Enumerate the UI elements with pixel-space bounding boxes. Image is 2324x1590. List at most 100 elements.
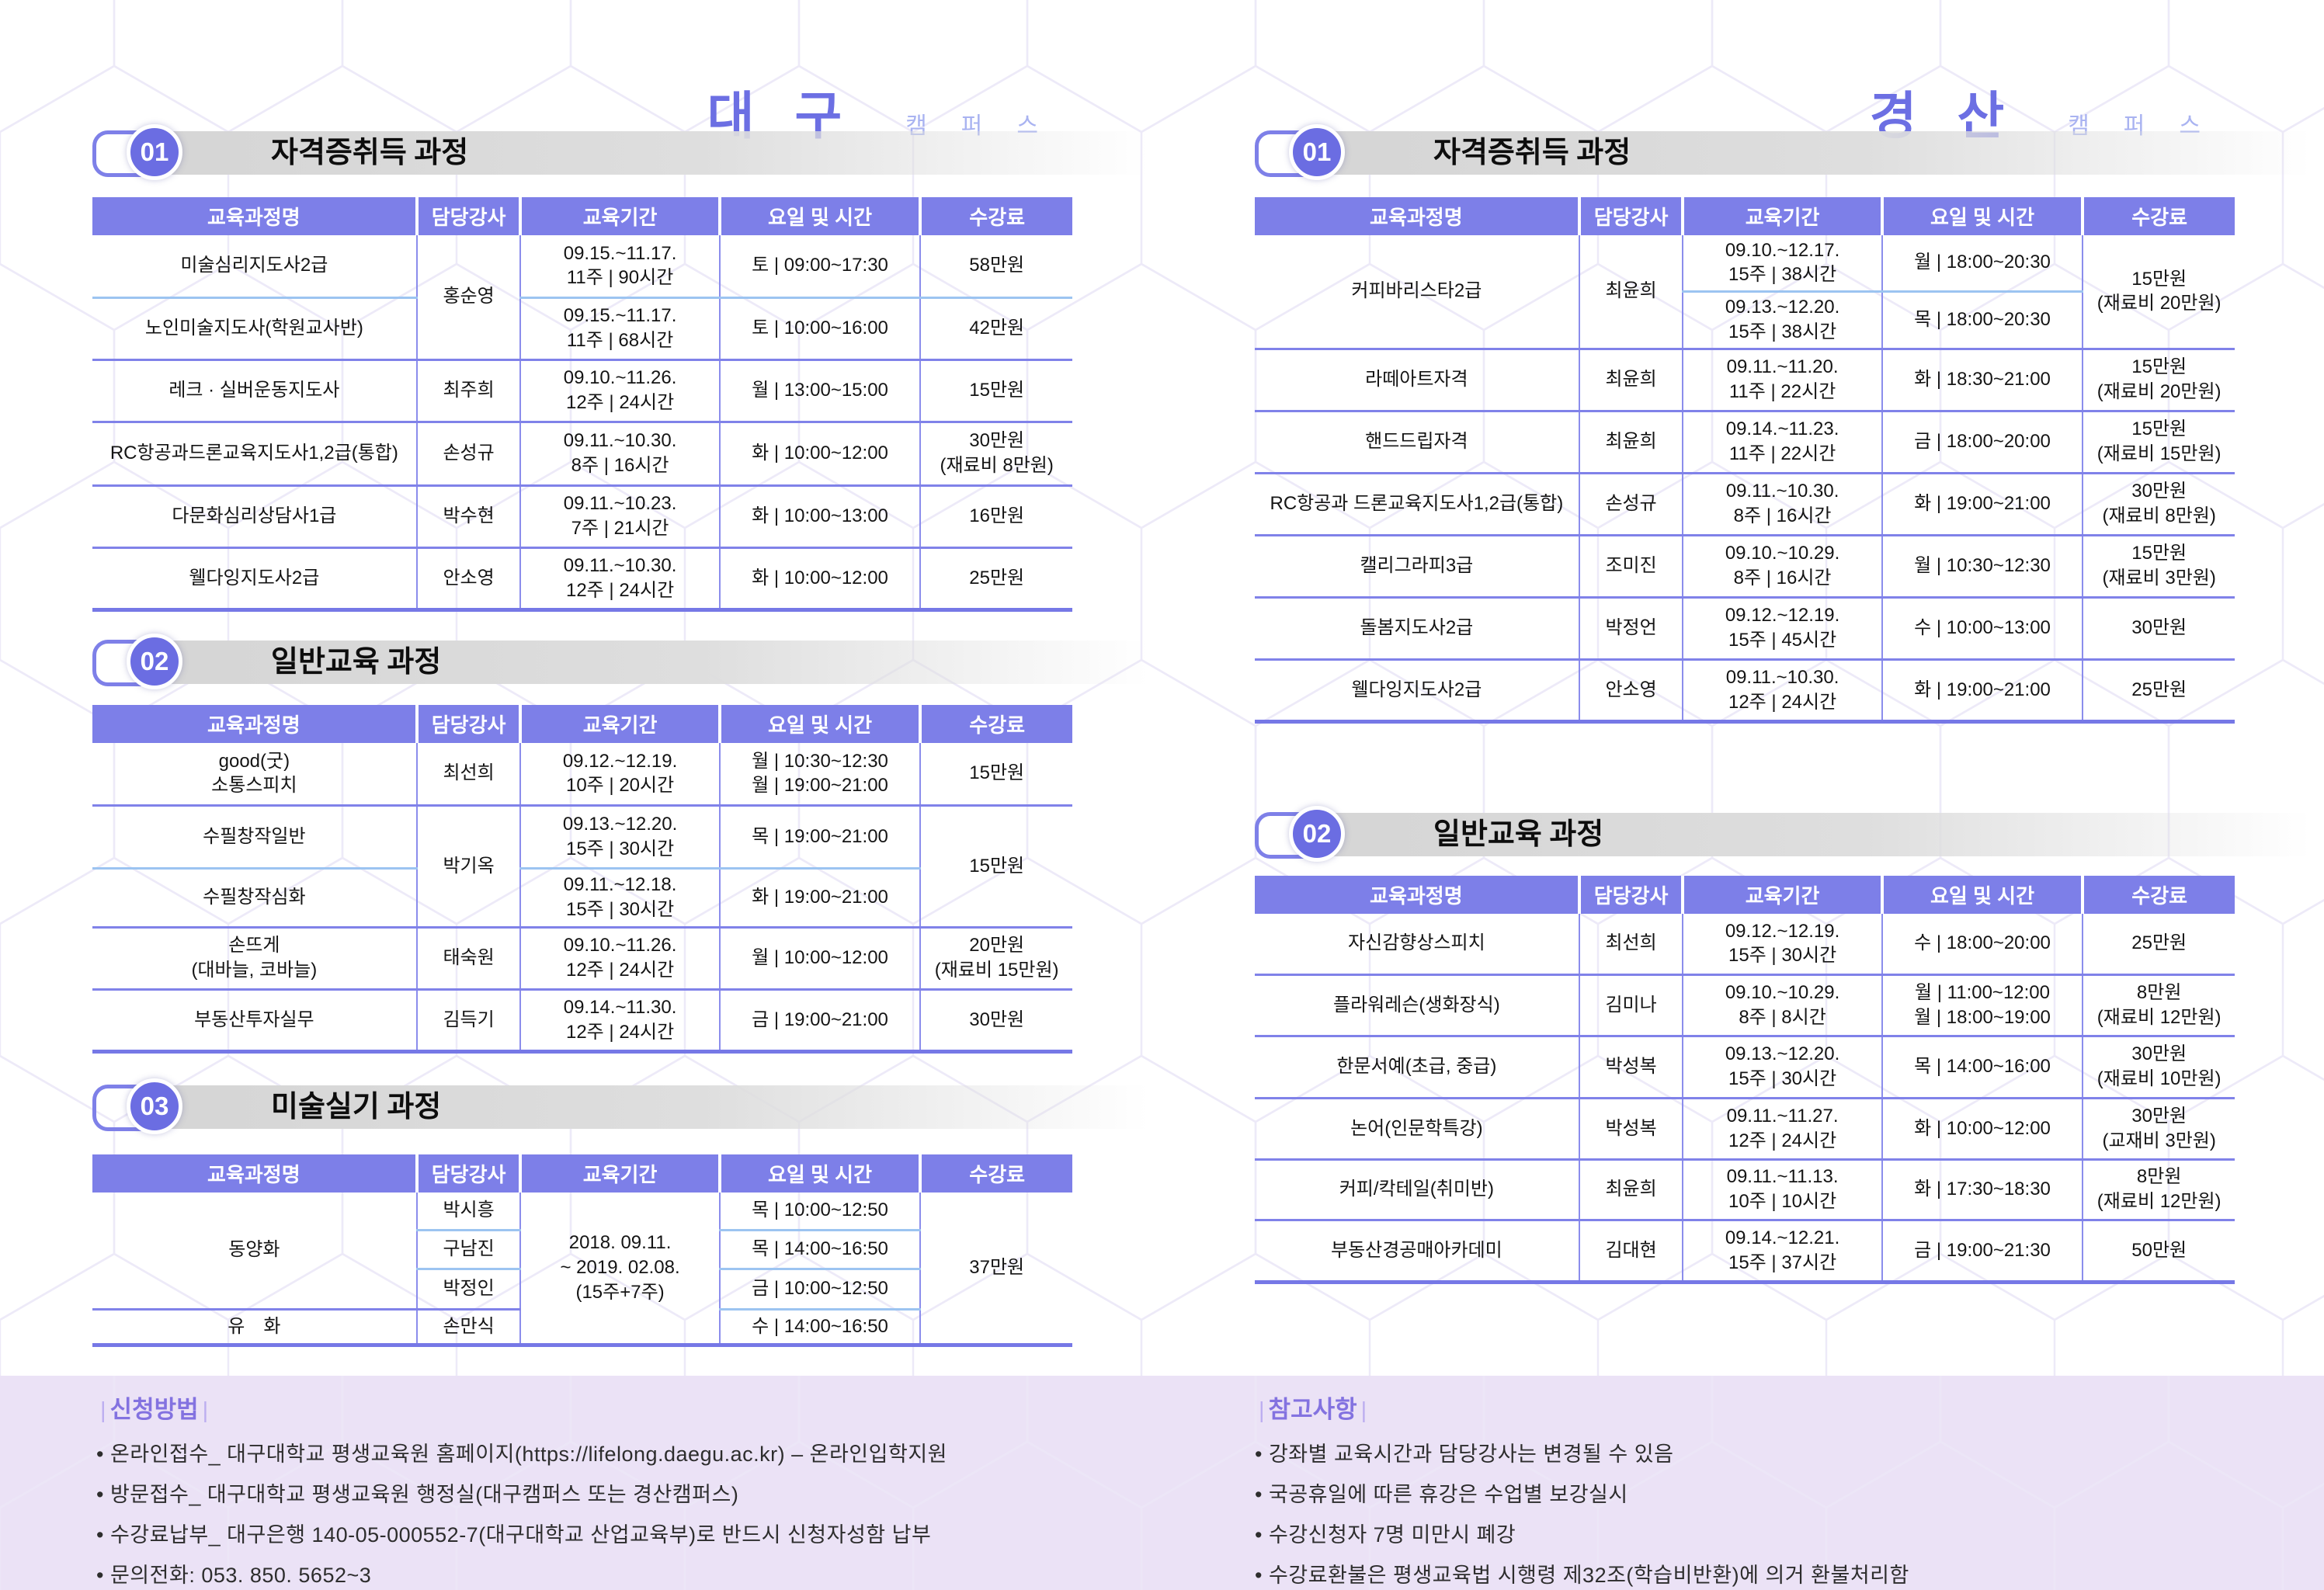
cell-schedule: 화 | 10:00~12:00 — [1881, 1096, 2083, 1159]
column-header-instructor: 담당강사 — [415, 197, 521, 235]
cell-period: 09.11.~11.20. 11주 | 22시간 — [1682, 347, 1882, 411]
cell-schedule: 토 | 09:00~17:30 — [718, 235, 921, 297]
cell-schedule: 금 | 10:00~12:50 — [718, 1267, 921, 1309]
column-header-schedule: 요일 및 시간 — [717, 705, 921, 743]
table-row: RC항공과 드론교육지도사1,2급(통합) 손성규 09.11.~10.30. 8주… — [1255, 471, 2235, 535]
section-number-badge: 01 — [127, 124, 182, 180]
table-row: 커피/칵테일(취미반) 최윤희 09.11.~11.13. 10주 | 10시간 화 … — [1255, 1158, 2235, 1220]
cell-course: RC항공과 드론교육지도사1,2급(통합) — [1255, 471, 1579, 535]
cell-schedule: 수 | 14:00~16:50 — [718, 1307, 921, 1345]
table-row: 돌봄지도사2급 박정언 09.12.~12.19. 15주 | 45시간 수 | 10… — [1255, 595, 2235, 659]
table-certificate-gyeongsan: 교육과정명 담당강사 교육기간 요일 및 시간 수강료 커피바리스타2급 최윤희 09.10.… — [1255, 197, 2235, 724]
cell-schedule: 수 | 18:00~20:00 — [1881, 914, 2083, 974]
hexagon-pattern-band — [0, 1376, 2324, 1590]
cell-instructor: 박성복 — [1578, 1034, 1683, 1098]
cell-course: 핸드드립자격 — [1255, 409, 1579, 473]
cell-schedule: 금 | 19:00~21:30 — [1881, 1218, 2083, 1282]
section-number-badge: 03 — [127, 1078, 182, 1134]
cell-period: 09.13.~12.20. 15주 | 38시간 — [1682, 290, 1882, 349]
cell-schedule: 화 | 10:00~12:00 — [718, 546, 921, 609]
column-header-schedule: 요일 및 시간 — [717, 197, 921, 235]
notes-list: • 강좌별 교육시간과 담당강사는 변경될 수 있음 • 국공휴일에 따른 휴강은… — [1255, 1437, 2280, 1588]
cell-instructor: 태숙원 — [415, 925, 521, 989]
cell-period: 09.11.~11.27. 12주 | 24시간 — [1682, 1096, 1882, 1159]
table-row: 수필창작일반 박기옥 09.13.~12.20. 15주 | 30시간 목 | 19:… — [92, 804, 1072, 927]
cell-course: 미술심리지도사2급 — [180, 255, 328, 276]
bullet-line: • 수강신청자 7명 미만시 폐강 — [1255, 1523, 1516, 1547]
cell-fee: 30만원 (재료비 8만원) — [2082, 471, 2235, 535]
cell-course: 다문화심리상담사1급 — [92, 484, 417, 547]
cell-fee: 15만원 (재료비 20만원) — [2082, 235, 2235, 349]
cell-schedule: 목 | 10:00~12:50 — [718, 1192, 921, 1230]
cell-instructor: 최윤희 — [1578, 409, 1683, 473]
bullet-line: • 온라인접수_ 대구대학교 평생교육원 홈페이지(https://lifelo… — [96, 1442, 948, 1466]
cell-schedule: 토 | 10:00~16:00 — [718, 296, 921, 359]
cell-schedule: 월 | 10:00~12:00 — [718, 925, 921, 989]
table-row: 구남진 목 | 14:00~16:50 — [92, 1228, 1072, 1269]
bullet-line: • 국공휴일에 따른 휴강은 수업별 보강실시 — [1255, 1483, 1628, 1506]
column-header-fee: 수강료 — [919, 705, 1072, 743]
cell-course: good(굿) 소통스피치 — [211, 750, 297, 797]
cell-instructor: 안소영 — [1578, 658, 1683, 721]
section-title-bar: 일반교육 과정 — [155, 641, 1148, 684]
cell-instructor: 김미나 — [1578, 973, 1683, 1036]
cell-schedule: 화 | 19:00~21:00 — [718, 866, 921, 927]
column-header-fee: 수강료 — [2081, 197, 2235, 235]
cell-schedule: 금 | 19:00~21:00 — [718, 988, 921, 1051]
table-row: 자신감향상스피치 최선희 09.12.~12.19. 15주 | 30시간 수 | 1… — [1255, 914, 2235, 974]
cell-instructor: 손만식 — [415, 1307, 521, 1345]
cell-fee: 25만원 — [919, 546, 1072, 609]
column-header-course: 교육과정명 — [1255, 876, 1579, 914]
column-header-period: 교육기간 — [1681, 876, 1882, 914]
table-row: 핸드드립자격 최윤희 09.14.~11.23. 11주 | 22시간 금 | 18:… — [1255, 409, 2235, 473]
notes-title: | 참고사항 | — [1255, 1390, 2280, 1425]
column-header-fee: 수강료 — [2081, 876, 2235, 914]
cell-schedule: 월 | 13:00~15:00 — [718, 358, 921, 422]
title-bar-glyph: | — [1360, 1398, 1367, 1423]
cell-period: 09.11.~11.13. 10주 | 10시간 — [1682, 1158, 1882, 1220]
cell-instructor: 구남진 — [415, 1228, 521, 1269]
cell-period: 09.12.~12.19. 10주 | 20시간 — [519, 743, 720, 805]
column-header-instructor: 담당강사 — [1577, 876, 1683, 914]
cell-instructor: 박수현 — [415, 484, 521, 547]
cell-course: 자신감향상스피치 — [1348, 932, 1485, 954]
section-title: 자격증취득 과정 — [271, 137, 469, 169]
cell-fee: 8만원 (재료비 12만원) — [2082, 1158, 2235, 1220]
cell-schedule: 월 | 10:30~12:30 — [1881, 533, 2083, 597]
cell-period: 09.11.~10.30. 12주 | 24시간 — [519, 546, 720, 609]
cell-schedule: 화 | 18:30~21:00 — [1881, 347, 2083, 411]
cell-fee: 58만원 — [919, 235, 1072, 297]
cell-course: 플라워레슨(생화장식) — [1255, 973, 1579, 1036]
cell-schedule: 목 | 14:00~16:00 — [1881, 1034, 2083, 1098]
bullet-line: • 강좌별 교육시간과 담당강사는 변경될 수 있음 — [1255, 1442, 1674, 1466]
column-header-schedule: 요일 및 시간 — [1880, 876, 2083, 914]
cell-course: 돌봄지도사2급 — [1255, 595, 1579, 659]
cell-instructor: 조미진 — [1578, 533, 1683, 597]
course-table: 교육과정명 담당강사 교육기간 요일 및 시간 수강료 커피바리스타2급 최윤희 09.10.… — [1255, 197, 2235, 724]
cell-instructor: 손성규 — [415, 420, 521, 485]
cell-schedule: 목 | 14:00~16:50 — [718, 1228, 921, 1269]
cell-fee: 30만원 — [2082, 595, 2235, 659]
footer-title-text: 참고사항 — [1268, 1396, 1357, 1423]
cell-fee: 30만원 (교재비 3만원) — [2082, 1096, 2235, 1159]
cell-fee: 15만원 — [919, 743, 1072, 805]
cell-period: 09.11.~12.18. 15주 | 30시간 — [519, 866, 720, 927]
cell-period: 09.10.~11.26. 12주 | 24시간 — [519, 925, 720, 989]
cell-course: 레크 · 실버운동지도사 — [92, 358, 417, 422]
table-row: 플라워레슨(생화장식) 김미나 09.10.~10.29. 8주 | 8시간 월 | … — [1255, 973, 2235, 1036]
cell-schedule: 월 | 18:00~20:30 — [1881, 235, 2083, 291]
cell-schedule: 수 | 10:00~13:00 — [1881, 595, 2083, 659]
table-row: 웰다잉지도사2급 안소영 09.11.~10.30. 12주 | 24시간 화 | 1… — [1255, 658, 2235, 721]
cell-instructor: 안소영 — [415, 546, 521, 609]
cell-schedule: 화 | 17:30~18:30 — [1881, 1158, 2083, 1220]
notes-section: | 참고사항 | • 강좌별 교육시간과 담당강사는 변경될 수 있음 • 국공휴일에… — [1255, 1390, 2280, 1590]
cell-course: 커피/칵테일(취미반) — [1255, 1158, 1579, 1220]
cell-period: 09.10.~10.29. 8주 | 8시간 — [1682, 973, 1882, 1036]
cell-fee: 15만원 — [919, 804, 1072, 927]
application-method-list: • 온라인접수_ 대구대학교 평생교육원 홈페이지(https://lifelo… — [96, 1437, 1199, 1588]
section-title: 미술실기 과정 — [271, 1091, 442, 1123]
table-art-daegu: 교육과정명 담당강사 교육기간 요일 및 시간 수강료 동양화 박시흥 2018. 09.11… — [92, 1154, 1072, 1347]
column-header-period: 교육기간 — [519, 197, 720, 235]
cell-period: 09.12.~12.19. 15주 | 30시간 — [1682, 914, 1882, 974]
section-header-left-02: 일반교육 과정 02 — [92, 634, 1148, 689]
